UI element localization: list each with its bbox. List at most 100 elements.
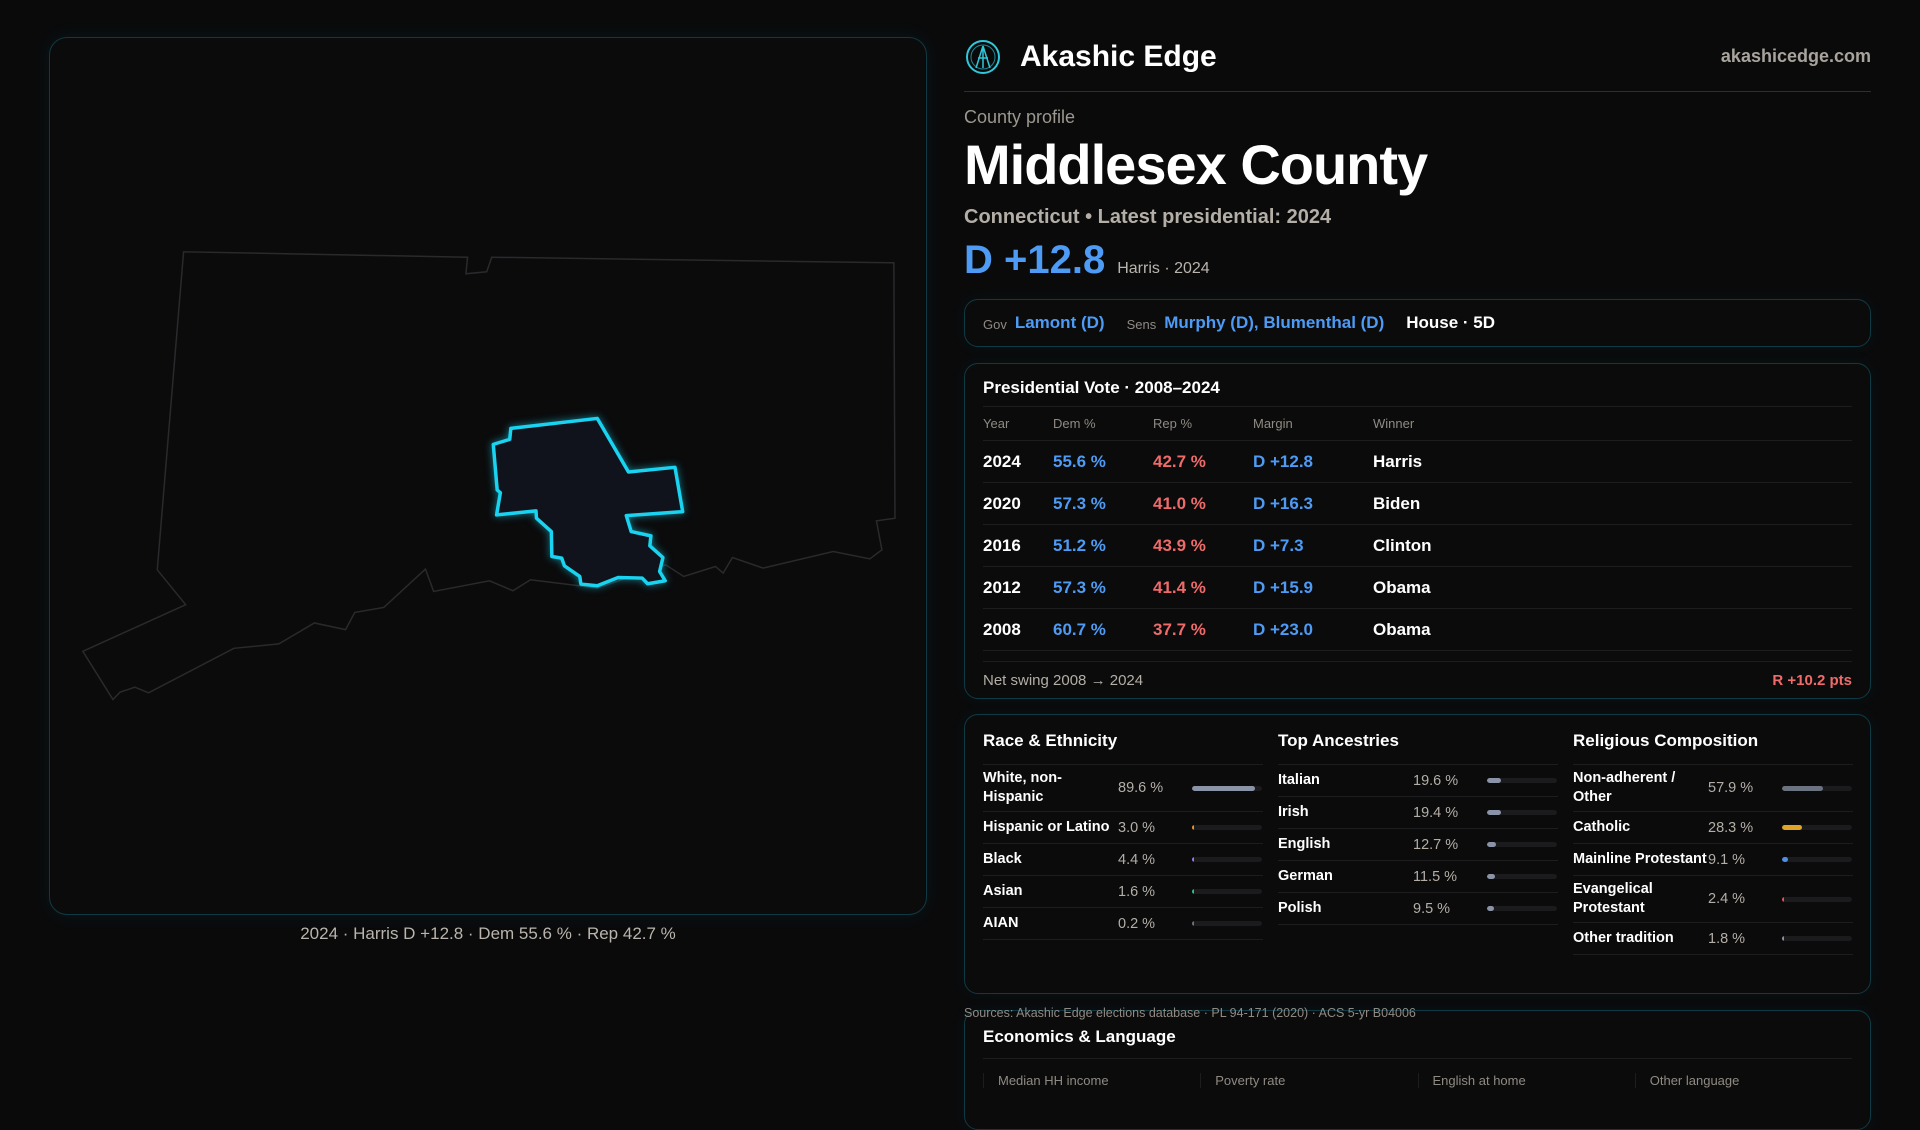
cell-dem: 60.7 %	[1053, 619, 1106, 639]
share-bar	[1782, 785, 1852, 791]
col-margin: Margin	[1253, 416, 1293, 431]
map-svg	[81, 251, 896, 701]
english-home-label: English at home	[1417, 1073, 1635, 1088]
swing-value: R +10.2 pts	[1772, 672, 1852, 689]
item-name: Mainline Protestant	[1573, 851, 1707, 867]
header-divider	[964, 91, 1871, 92]
list-item: Evangelical Protestant 2.4 %	[1573, 876, 1853, 923]
card-title: Presidential Vote · 2008–2024	[983, 378, 1852, 407]
item-pct: 12.7 %	[1413, 836, 1459, 853]
cell-margin: D +15.9	[1253, 577, 1314, 597]
share-bar-fill	[1487, 906, 1494, 911]
sens-label: Sens	[1126, 317, 1157, 332]
sources-note: Sources: Akashic Edge elections database…	[964, 1006, 1416, 1020]
item-name: Hispanic or Latino	[983, 819, 1110, 835]
share-bar-fill	[1487, 778, 1501, 783]
list-item: Italian 19.6 %	[1278, 765, 1558, 797]
share-bar-fill	[1487, 842, 1496, 847]
cell-winner: Biden	[1373, 493, 1421, 513]
table-row[interactable]: 2020 57.3 % 41.0 % D +16.3 Biden	[983, 483, 1852, 525]
share-bar	[1782, 857, 1852, 862]
table-row[interactable]: 2016 51.2 % 43.9 % D +7.3 Clinton	[983, 525, 1852, 567]
swing-label: Net swing 2008 → 2024	[983, 672, 1144, 689]
section-title: Race & Ethnicity	[983, 729, 1263, 765]
cell-rep: 42.7 %	[1153, 451, 1206, 471]
list-item: Mainline Protestant 9.1 %	[1573, 844, 1853, 876]
section-title: Top Ancestries	[1278, 729, 1558, 765]
brand-name: Akashic Edge	[1020, 40, 1217, 73]
item-name: Italian	[1278, 772, 1320, 788]
cell-rep: 41.0 %	[1153, 493, 1206, 513]
cell-rep: 41.4 %	[1153, 577, 1206, 597]
list-item: Non-adherent / Other 57.9 %	[1573, 765, 1853, 812]
senators: Murphy (D), Blumenthal (D)	[1164, 313, 1385, 332]
list-item: English 12.7 %	[1278, 829, 1558, 861]
item-name: Catholic	[1573, 819, 1631, 835]
share-bar-fill	[1487, 810, 1501, 815]
poverty-rate-label: Poverty rate	[1200, 1073, 1417, 1088]
economics-language-card: Economics & Language Median HH income Po…	[964, 1010, 1871, 1130]
item-pct: 2.4 %	[1708, 891, 1746, 907]
table-row[interactable]: 2012 57.3 % 41.4 % D +15.9 Obama	[983, 567, 1852, 609]
brand[interactable]: Akashic Edge	[964, 38, 1217, 76]
list-item: German 11.5 %	[1278, 861, 1558, 893]
cell-dem: 51.2 %	[1053, 535, 1106, 555]
share-bar	[1782, 825, 1852, 830]
gov-label: Gov	[983, 317, 1007, 332]
share-bar-fill	[1782, 825, 1802, 830]
item-pct: 9.5 %	[1413, 900, 1451, 917]
share-bar	[1782, 896, 1852, 902]
item-pct: 11.5 %	[1413, 868, 1458, 885]
list-item: Polish 9.5 %	[1278, 893, 1558, 925]
list-item: AIAN 0.2 %	[983, 908, 1263, 940]
cell-year: 2008	[983, 619, 1021, 639]
map-caption: 2024 · Harris D +12.8 · Dem 55.6 % · Rep…	[300, 924, 676, 943]
share-bar-fill	[1192, 889, 1194, 894]
median-income-label: Median HH income	[983, 1073, 1200, 1088]
table-row[interactable]: 2024 55.6 % 42.7 % D +12.8 Harris	[983, 441, 1852, 483]
share-bar	[1487, 906, 1557, 911]
demographics-card: Race & Ethnicity White, non-Hispanic 89.6 …	[964, 714, 1871, 994]
item-name: White, non-Hispanic	[983, 770, 1062, 805]
ancestries-section: Top Ancestries Italian 19.6 % Irish 19.4 % En…	[1278, 729, 1558, 925]
list-item: Catholic 28.3 %	[1573, 812, 1853, 844]
item-name: Other tradition	[1573, 930, 1674, 946]
cell-year: 2016	[983, 535, 1021, 555]
net-swing: Net swing 2008 → 2024 R +10.2 pts	[983, 661, 1852, 689]
cell-winner: Obama	[1373, 619, 1431, 639]
page-subtitle: Connecticut • Latest presidential: 2024	[964, 206, 1332, 228]
margin-value: D +12.8	[964, 238, 1106, 282]
share-bar	[1487, 810, 1557, 815]
cell-dem: 57.3 %	[1053, 493, 1106, 513]
cell-year: 2024	[983, 451, 1021, 471]
cell-dem: 55.6 %	[1053, 451, 1106, 471]
share-bar	[1487, 874, 1557, 879]
list-item: Other tradition 1.8 %	[1573, 923, 1853, 955]
cell-margin: D +23.0	[1253, 619, 1314, 639]
share-bar-fill	[1487, 874, 1496, 879]
latest-margin: D +12.8 Harris · 2024	[964, 238, 1210, 283]
list-item: White, non-Hispanic 89.6 %	[983, 765, 1263, 812]
item-name: AIAN	[983, 915, 1019, 931]
item-name: Irish	[1278, 804, 1309, 820]
item-pct: 4.4 %	[1118, 851, 1156, 868]
item-pct: 1.6 %	[1118, 883, 1156, 900]
middlesex-county-shape[interactable]	[491, 416, 685, 588]
share-bar	[1192, 889, 1262, 894]
page-title: Middlesex County	[964, 133, 1428, 196]
cell-winner: Harris	[1373, 451, 1423, 471]
presidential-vote-card: Presidential Vote · 2008–2024 Year Dem %…	[964, 363, 1871, 699]
share-bar	[1192, 825, 1262, 830]
item-pct: 19.4 %	[1413, 804, 1459, 821]
race-ethnicity-section: Race & Ethnicity White, non-Hispanic 89.6 …	[983, 729, 1263, 940]
share-bar	[1782, 936, 1852, 941]
share-bar-fill	[1782, 785, 1823, 791]
table-row[interactable]: 2008 60.7 % 37.7 % D +23.0 Obama	[983, 609, 1852, 651]
site-link[interactable]: akashicedge.com	[1720, 46, 1871, 66]
list-item: Asian 1.6 %	[983, 876, 1263, 908]
share-bar-fill	[1192, 921, 1194, 926]
share-bar-fill	[1782, 936, 1784, 941]
item-pct: 1.8 %	[1708, 930, 1746, 947]
share-bar	[1192, 857, 1262, 862]
county-map[interactable]	[49, 37, 927, 915]
